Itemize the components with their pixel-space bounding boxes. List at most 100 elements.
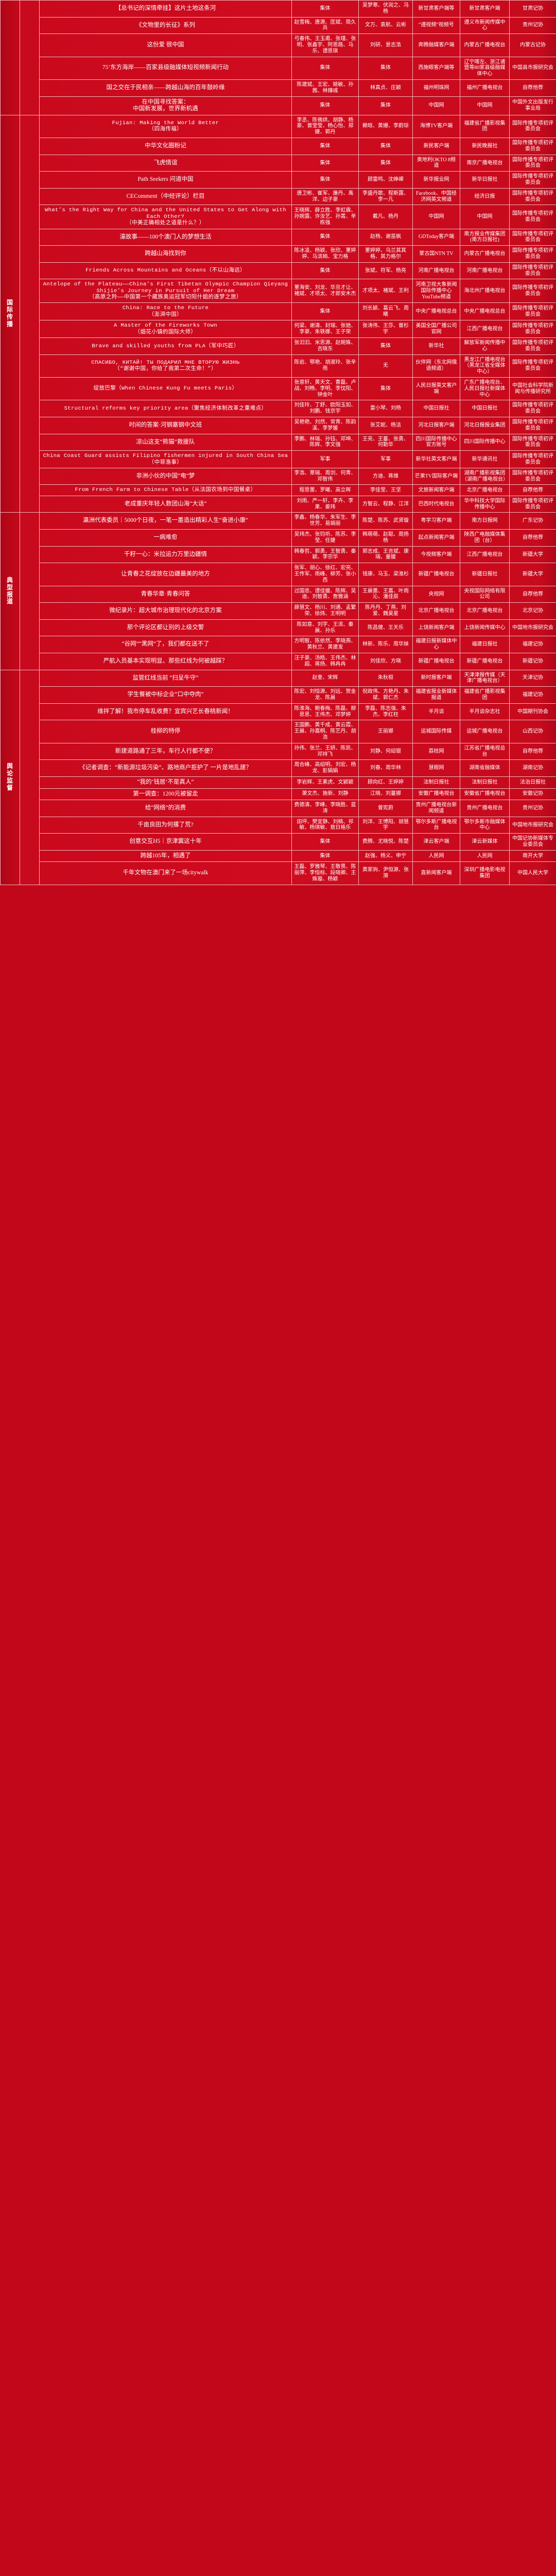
recommender-cell: 国际传播专项初评委员会 [509, 205, 556, 229]
outlet-cell: 河北日报客户端 [412, 416, 460, 434]
table-row: 创意交互H5｜京津冀这十年 集体 费腾、尤晓悦、陈楚 津云客户端 津云新媒体 中国记协新媒… [1, 833, 556, 851]
table-row: 一病难愈 吴玮杰、张钧圻、陈苏、李莹、任婕 韩萌萌、赵聪、周扬杨 起点新闻客户端 陕西广… [1, 529, 556, 547]
editors-cell: 集体 [358, 96, 413, 115]
editors-cell: 集体 [358, 154, 413, 172]
editors-cell: 郭志成、王吉斌、康瑞、童媛 [358, 546, 413, 564]
reporting-unit-cell: 天津津报传媒（天津广播电视台） [460, 669, 510, 687]
reporting-unit-cell: 辽宁喀左、浙江诸暨等80家县级融媒体中心 [460, 56, 510, 80]
outlet-cell: 中国日报社 [412, 400, 460, 417]
authors-cell: 方明智、陈依然、李晓燕、黄秋兰、黄建发 [291, 636, 359, 653]
reporting-unit-cell: 贵州广播电视台 [460, 800, 510, 817]
authors-cell: 周合峰、高绍明、刘宏、杨龙、彭娟娟 [291, 759, 359, 777]
authors-cell: 孙伟、张兰、王妍、陈凯、邓祥飞 [291, 742, 359, 760]
work-title-cell: 绽放巴黎（When Chinese Kung Fu meets Paris） [39, 377, 292, 401]
recommender-cell: 贵州记协 [509, 16, 556, 35]
editors-cell: 才项太、褚斌、王利 [358, 279, 413, 303]
outlet-cell: 新民客户端 [412, 138, 460, 155]
table-row: 青春华章·青春问答 过国忠、谭佳媛、陈辉、吴迪、刘智勇、詹雅涵 王晨蕾、王嘉、叶雨沁… [1, 585, 556, 603]
work-title-cell: 给“网络”的消费 [39, 800, 292, 817]
outlet-cell: 新疆广播电视台 [412, 563, 460, 586]
outlet-cell: 人民网 [412, 850, 460, 862]
reporting-unit-cell: 南京广播电视台 [460, 154, 510, 172]
recommender-cell: 国际传播专项初评委员会 [509, 262, 556, 280]
table-row: 时间的答案·河钢塞钢中文班 吴艳艳、刘然、常青、陈韵溪、李梦媛 张艾妮、杨洁 河北日报… [1, 416, 556, 434]
editors-cell: 李佳莹、王坚 [358, 484, 413, 496]
work-title-cell: 新建道路通了三年，车行人行都不便？ [39, 742, 292, 760]
recommender-cell: 新疆记协 [509, 653, 556, 670]
table-row: 那个评论区都让别的上级交警 陈如意、刘宇、王滨、秦晨、孙乐 陈昌健、王天乐 上饶新闻客… [1, 619, 556, 637]
recommender-cell: 自荐他荐 [509, 529, 556, 547]
outlet-cell: 文旅新闻客户端 [412, 484, 460, 496]
table-row: 严航入员基本实现明显、那些红线为何被越踩？ 汪子豪、汤皓、王伟杰、林超、蒋扬、韩冉… [1, 653, 556, 670]
authors-cell: 张汩汩、米思源、赵婉姝、吉晓东 [291, 337, 359, 355]
editors-cell: 刘佳欣、方晓 [358, 653, 413, 670]
awards-table-sheet: 【总书记的深情牵挂】这片土地这条河 集体 吴梦寒、伏润之、冯杨 新甘肃客户端等 新甘肃客… [0, 0, 556, 885]
reporting-unit-cell: 中国网 [460, 96, 510, 115]
authors-cell: 王国鹏、黄千成、黄云霞、王晨、孙嘉桐、陈艺丹、胡浩 [291, 720, 359, 743]
recommender-cell: 新疆大学 [509, 563, 556, 586]
outlet-cell: 上饶新闻客户端 [412, 619, 460, 637]
recommender-cell: 山西记协 [509, 720, 556, 743]
outlet-cell: 中国网 [412, 96, 460, 115]
authors-cell: 集体 [291, 56, 359, 80]
recommender-cell: 国际传播专项初评委员会 [509, 245, 556, 263]
authors-cell: 过国忠、谭佳媛、陈辉、吴迪、刘智勇、詹雅涵 [291, 585, 359, 603]
outlet-cell: 福建日报新媒体中心 [412, 636, 460, 653]
editors-cell: 曾宪蔚 [358, 800, 413, 817]
table-row: China: Race to the Future （澎湃中国） 集体 刘长颖、葛云飞… [1, 302, 556, 321]
outlet-cell: 河南卫视大象新闻国际传播中心YouTube频道 [412, 279, 460, 303]
recommender-cell: 国际传播专项初评委员会 [509, 279, 556, 303]
recommender-cell: 中国社会科学院新闻与传播研究所 [509, 377, 556, 401]
recommender-cell: 北京记协 [509, 602, 556, 620]
work-title-cell: Friends Across Mountains and Oceans（不以山海… [39, 262, 292, 280]
editors-cell: 林新、陈乐、周华妹 [358, 636, 413, 653]
outlet-cell: 海博TV客户端 [412, 114, 460, 139]
outlet-cell: 新时报客户端 [412, 669, 460, 687]
category-gutter [20, 512, 40, 670]
work-title-cell: Fujian: Making the World Better （四海传福） [39, 114, 292, 139]
work-title-cell: 《文物里的长征》系列 [39, 16, 292, 35]
authors-cell: 薛慧文、杨川、刘通、孟繁荣、徐炜、王明明 [291, 602, 359, 620]
outlet-cell: 河南广播电视台 [412, 262, 460, 280]
outlet-cell: 起点新闻客户端 [412, 529, 460, 547]
outlet-cell: 今视频客户端 [412, 546, 460, 564]
work-title-cell: “我的‘钱居’不是真人” [39, 776, 292, 789]
outlet-cell: 巴西时代电视台 [412, 495, 460, 513]
work-title-cell: 学生餐被中标企业“口中夺肉” [39, 686, 292, 704]
authors-cell: 弓春伟、王玉甫、张瑾、张明、张鑫宇、阿思路、马乐、谭思琪 [291, 33, 359, 57]
authors-cell: 陈冰凌、杨颖、张欣、董婷婷、马滨楠、宝力格 [291, 245, 359, 263]
editors-cell: 顾向红、王婷婷 [358, 776, 413, 789]
authors-cell: 吴艳艳、刘然、常青、陈韵溪、李梦媛 [291, 416, 359, 434]
work-title-cell: 跨越105年，相遇了 [39, 850, 292, 862]
awards-table-body: 【总书记的深情牵挂】这片土地这条河 集体 吴梦寒、伏润之、冯杨 新甘肃客户端等 新甘肃客… [0, 0, 556, 885]
work-title-cell: 一病难愈 [39, 529, 292, 547]
work-title-cell: 中华文化圈粉记 [39, 138, 292, 155]
outlet-cell: 四川国际传播中心官方账号 [412, 433, 460, 451]
reporting-unit-cell: 江苏省广播电视总台 [460, 742, 510, 760]
work-title-cell: A Master of the Fireworks Town （烟花小镇的国际大师… [39, 320, 292, 338]
recommender-cell: 自荐他荐 [509, 742, 556, 760]
work-title-cell: 创意交互H5｜京津冀这十年 [39, 833, 292, 851]
table-row: 微纪录片：超大城市治理现代化的北京方案 薛慧文、杨川、刘通、孟繁荣、徐炜、王明明陈… [1, 602, 556, 620]
reporting-unit-cell: 内蒙古广播电视台 [460, 245, 510, 263]
reporting-unit-cell: 经济日报 [460, 188, 510, 206]
work-title-cell: 在中国寻找答案： 中国新发展，世界新机遇 [39, 96, 292, 115]
work-title-cell: 严航入员基本实现明显、那些红线为何被越踩？ [39, 653, 292, 670]
reporting-unit-cell: 北京广播电视台 [460, 602, 510, 620]
category-label-supervision: 舆论监督 [0, 669, 20, 885]
reporting-unit-cell: 福建日报社 [460, 636, 510, 653]
reporting-unit-cell: 运城广播电视台 [460, 720, 510, 743]
outlet-cell: 慧眼网 [412, 759, 460, 777]
recommender-cell: 国际传播专项初评委员会 [509, 433, 556, 451]
editors-cell: 张斌、符军、杨亮 [358, 262, 413, 280]
outlet-cell: 中国网 [412, 205, 460, 229]
work-title-cell: 国之交在于民相亲——跨越山海的百年鼓岭缘 [39, 79, 292, 97]
table-row: 绽放巴黎（When Chinese Kung Fu meets Paris） 张意… [1, 377, 556, 401]
work-title-cell: 老成重庆年轻人数团山海“大话” [39, 495, 292, 513]
authors-cell: 韩春哲、郭勇、王智勇、秦颖、李宗华 [291, 546, 359, 564]
authors-cell: 集体 [291, 138, 359, 155]
recommender-cell: 国际传播专项初评委员会 [509, 138, 556, 155]
table-row: Brave and skilled youths from PLA（军中巧匠）张… [1, 337, 556, 355]
editors-cell: 陈丹丹、丁燕、刘爱、魏昊星 [358, 602, 413, 620]
table-row: 国际传播 Fujian: Making the World Better （四海传福… [0, 114, 556, 513]
